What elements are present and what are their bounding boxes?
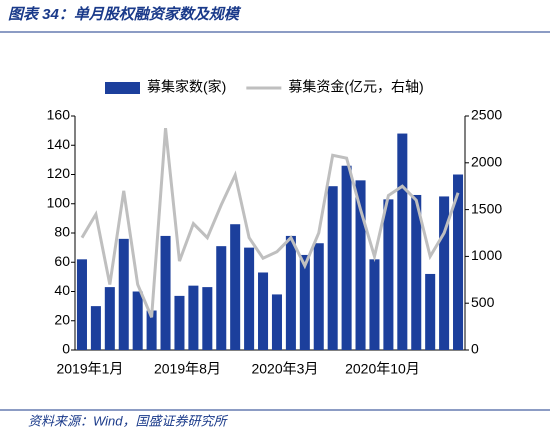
chart-title: 图表 34：单月股权融资家数及规模 xyxy=(8,5,242,23)
y2-tick-label: 2000 xyxy=(471,154,502,170)
y2-tick-label: 1500 xyxy=(471,200,502,216)
y-tick-label: 0 xyxy=(62,341,70,357)
y-tick-label: 120 xyxy=(47,165,71,181)
legend-label: 募集资金(亿元，右轴) xyxy=(288,79,423,95)
bar xyxy=(90,306,101,350)
bar xyxy=(313,243,324,350)
y-tick-label: 100 xyxy=(47,194,71,210)
bar xyxy=(104,287,115,350)
bar xyxy=(271,294,282,350)
y-tick-label: 20 xyxy=(54,311,70,327)
y-tick-label: 80 xyxy=(54,224,70,240)
bar xyxy=(383,199,394,350)
bar xyxy=(355,180,366,350)
bar xyxy=(439,196,450,350)
x-tick-label: 2019年8月 xyxy=(154,361,221,377)
bar xyxy=(397,133,408,350)
bar xyxy=(244,247,255,350)
bar xyxy=(341,165,352,350)
bar xyxy=(285,235,296,350)
source: 资料来源：Wind，国盛证券研究所 xyxy=(28,413,229,428)
y-tick-label: 40 xyxy=(54,282,70,298)
bar xyxy=(132,291,143,350)
bar xyxy=(327,186,338,350)
bar xyxy=(258,272,269,350)
y2-tick-label: 500 xyxy=(471,294,495,310)
bar xyxy=(202,287,213,350)
bar xyxy=(76,259,87,350)
y2-tick-label: 2500 xyxy=(471,107,502,123)
legend-swatch xyxy=(105,82,140,94)
y2-tick-label: 0 xyxy=(471,341,479,357)
x-tick-label: 2019年1月 xyxy=(56,361,123,377)
bar xyxy=(425,273,436,350)
x-tick-label: 2020年3月 xyxy=(251,361,318,377)
line xyxy=(80,128,460,318)
bar xyxy=(216,246,227,350)
bar xyxy=(118,238,129,350)
bar xyxy=(299,254,310,350)
bar xyxy=(188,285,199,350)
bar xyxy=(453,174,464,350)
bar xyxy=(369,259,380,350)
y-tick-label: 140 xyxy=(47,136,71,152)
bar xyxy=(174,295,185,350)
x-tick-label: 2020年10月 xyxy=(345,361,420,377)
y-tick-label: 60 xyxy=(54,253,70,269)
y-tick-label: 160 xyxy=(47,107,71,123)
bar xyxy=(146,310,157,350)
y2-tick-label: 1000 xyxy=(471,247,502,263)
legend-label: 募集家数(家) xyxy=(147,79,226,95)
bar xyxy=(230,224,241,350)
bar xyxy=(160,235,171,350)
bar xyxy=(411,194,422,350)
